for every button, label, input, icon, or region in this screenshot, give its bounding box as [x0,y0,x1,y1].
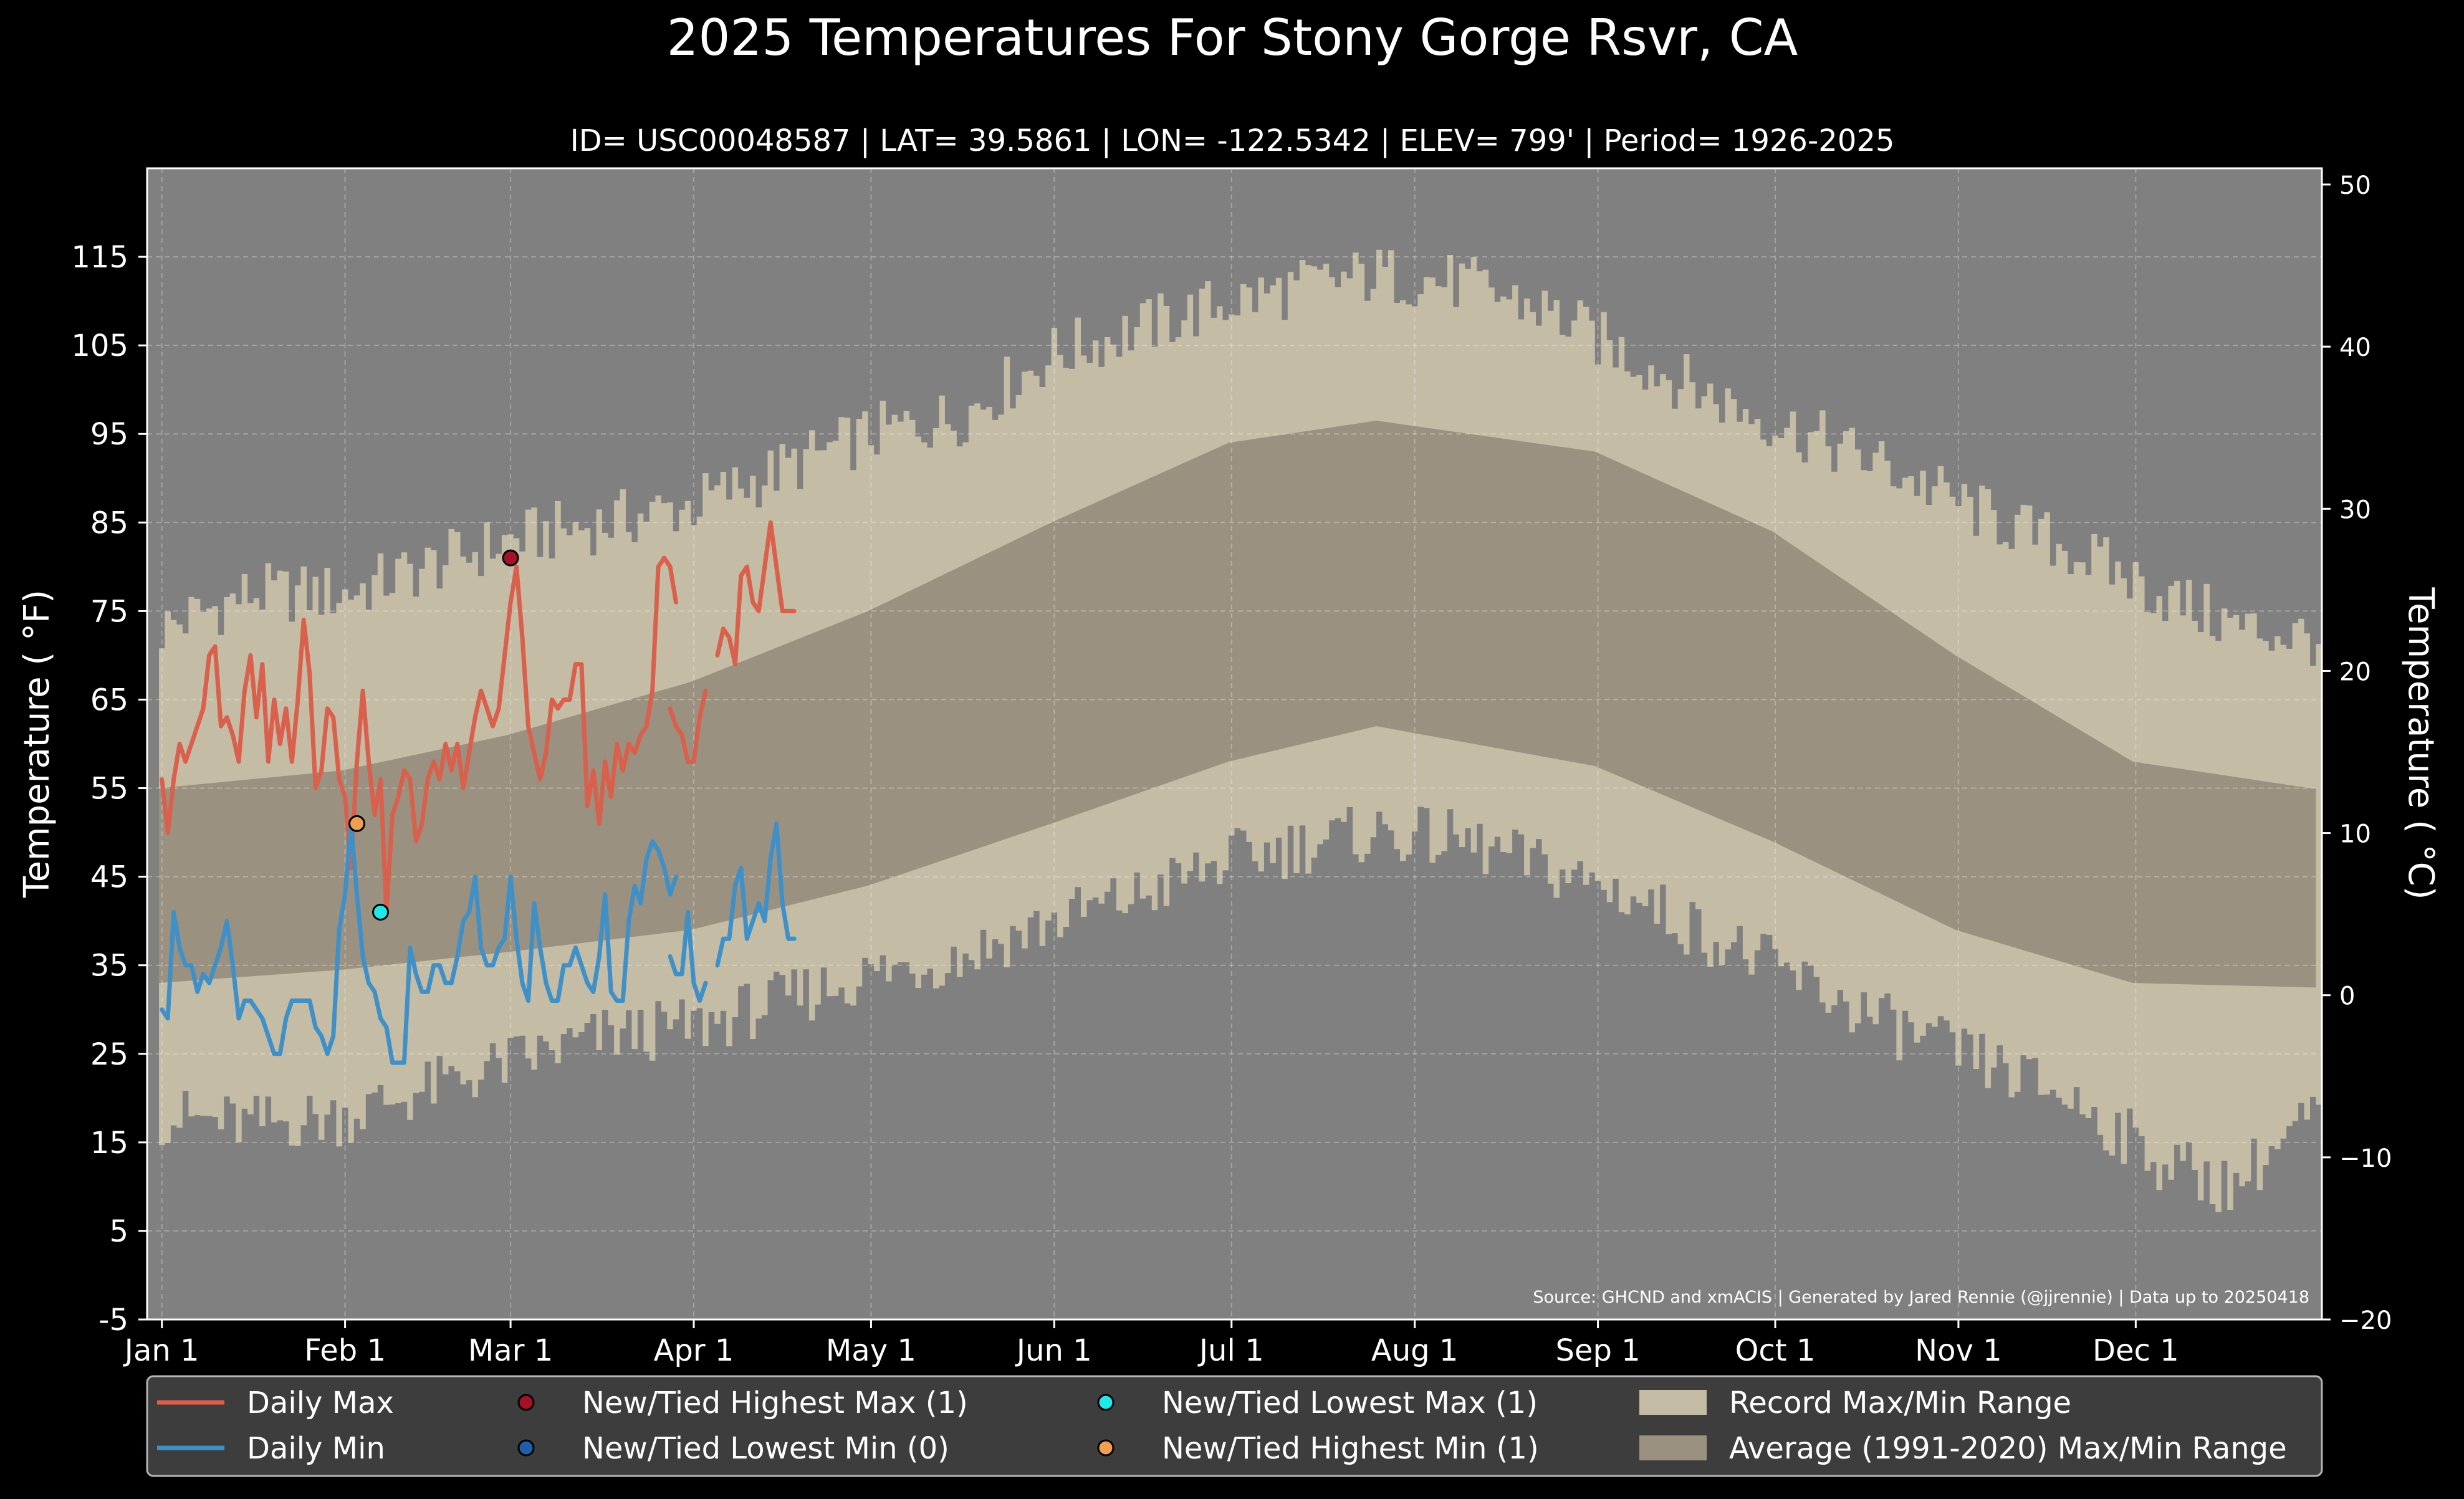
y-tick-label-left: 15 [90,1126,128,1161]
y-tick-label-left: 25 [90,1037,128,1072]
y-axis-right-label: Temperature ( °C) [2400,587,2441,899]
series-daily-max [160,520,797,914]
y-tick-label-right: 20 [2339,658,2371,686]
x-tick-label: Nov 1 [1915,1333,2001,1368]
bands-layer [159,249,2322,1212]
x-tick-label: Mar 1 [468,1333,553,1368]
plot-area: Source: GHCND and xmACIS | Generated by … [146,167,2323,1321]
legend-dot-swatch [1097,1439,1115,1457]
y-tick-label-left: -5 [98,1303,128,1338]
y-tick-label-right: 0 [2339,982,2355,1011]
record-markers [348,549,519,921]
legend-patch-swatch [1639,1390,1707,1415]
record-marker [502,549,519,567]
y-tick-label-left: 45 [90,860,128,895]
legend-label: New/Tied Lowest Min (0) [582,1431,949,1466]
legend-label: Daily Max [247,1386,394,1420]
legend-dot-swatch [1097,1394,1115,1411]
x-tick-label: Jul 1 [1197,1333,1264,1368]
y-tick-label-left: 65 [90,682,128,717]
y-tick-label-right: 50 [2339,171,2371,200]
y-tick-label-right: 10 [2339,820,2371,849]
x-axis: Jan 1 Feb 1 Mar 1 Apr 1 May 1 Jun 1 Jul 1 Aug 1… [123,1319,2179,1368]
chart-title: 2025 Temperatures For Stony Gorge Rsvr, … [667,9,1798,67]
x-tick-label: Sep 1 [1555,1333,1640,1368]
x-tick-label: Oct 1 [1735,1333,1816,1368]
legend-dot-swatch [517,1439,535,1457]
x-tick-label: Aug 1 [1371,1333,1459,1368]
x-tick-label: Apr 1 [654,1333,734,1368]
legend-label: Record Max/Min Range [1729,1386,2071,1420]
y-tick-label-left: 5 [109,1214,128,1249]
x-tick-label: Dec 1 [2092,1333,2179,1368]
y-axis-left: -5 5 15 25 35 45 55 65 75 85 95 105 115 [71,240,147,1338]
gridlines [147,168,2322,1319]
chart-subtitle: ID= USC00048587 | LAT= 39.5861 | LON= -1… [570,123,1895,158]
legend-label: New/Tied Highest Max (1) [582,1386,968,1420]
y-tick-label-left: 35 [90,949,128,984]
x-tick-label: Feb 1 [304,1333,386,1368]
record-marker [372,903,389,921]
legend-label: Average (1991-2020) Max/Min Range [1729,1431,2287,1466]
legend-label: New/Tied Highest Min (1) [1162,1431,1539,1466]
y-tick-label-right: 30 [2339,496,2371,524]
legend-patch-swatch [1639,1435,1707,1460]
x-tick-label: Jan 1 [123,1333,199,1368]
x-tick-label: Jun 1 [1015,1333,1092,1368]
y-tick-label-left: 105 [71,328,128,363]
y-tick-label-right: 40 [2339,333,2371,362]
legend-label: Daily Min [247,1431,385,1466]
x-tick-label: May 1 [826,1333,916,1368]
y-tick-label-right: −20 [2339,1306,2392,1335]
y-tick-label-left: 75 [90,594,128,629]
legend-box [146,1375,2323,1477]
legend-dot-swatch [517,1394,535,1411]
legend: Daily Max Daily Min New/Tied Highest Max (… [146,1375,2323,1477]
normal-range-band [159,420,2316,988]
y-axis-left-label: Temperature ( °F) [17,590,57,898]
y-tick-label-left: 85 [90,505,128,540]
y-tick-label-right: −10 [2339,1144,2392,1173]
plot-frame [146,167,2323,1321]
y-axis-right: −20 −10 0 10 20 30 40 50 [2322,171,2392,1335]
record-marker [348,815,366,832]
legend-items: Daily Max Daily Min New/Tied Highest Max (… [157,1386,2287,1466]
source-note: Source: GHCND and xmACIS | Generated by … [1533,1288,2309,1307]
y-tick-label-left: 115 [71,240,128,275]
y-tick-label-left: 55 [90,772,128,807]
series-daily-min [160,821,797,1065]
legend-label: New/Tied Lowest Max (1) [1162,1386,1538,1420]
series-layer [160,520,797,1065]
y-tick-label-left: 95 [90,417,128,452]
